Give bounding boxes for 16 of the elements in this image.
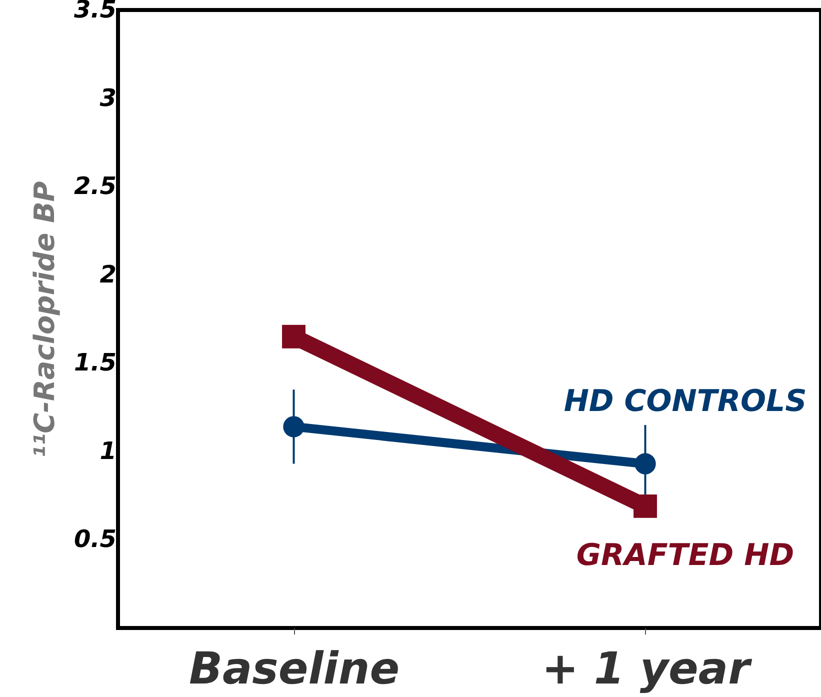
x-tick-label: + 1 year [542, 644, 752, 694]
y-tick-label: 1.5 [74, 348, 116, 377]
y-tick-label: 3.5 [74, 0, 116, 24]
y-tick-label: 2 [100, 260, 116, 288]
point [282, 324, 306, 348]
y-tick-label: 0.5 [74, 525, 116, 554]
y-axis-title: ¹¹C-Raclopride BP [28, 180, 61, 458]
point [634, 494, 657, 518]
y-tick-label: 1 [100, 436, 116, 465]
series-label: GRAFTED HD [576, 538, 794, 574]
point [283, 416, 304, 438]
y-tick-label: 2.5 [74, 172, 116, 200]
x-tick-label: Baseline [188, 644, 400, 694]
y-tick-label: 3 [100, 84, 116, 112]
series-label: HD CONTROLS [564, 384, 807, 419]
point [634, 453, 656, 474]
